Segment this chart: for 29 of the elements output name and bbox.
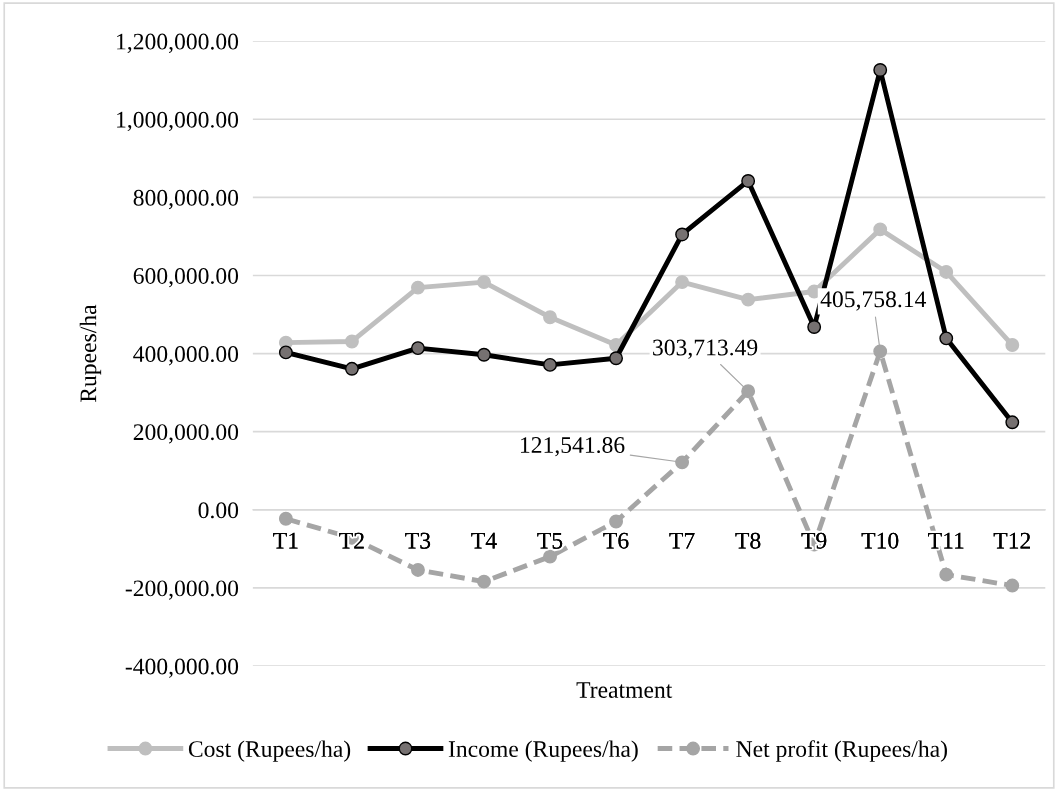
y-tick-label: 1,200,000.00 — [117, 33, 239, 53]
x-tick-label: T8 — [735, 532, 761, 549]
legend-label: Income (Rupees/ha) — [448, 740, 638, 762]
x-tick-label: T11 — [928, 532, 964, 549]
y-tick-label: 1,000,000.00 — [117, 111, 239, 132]
data-label: 121,541.86 — [520, 437, 625, 457]
x-tick-label: T9 — [801, 532, 827, 549]
x-tick-label: T1 — [273, 532, 298, 549]
y-tick-label: 0.00 — [198, 502, 239, 519]
y-tick-label: 800,000.00 — [133, 189, 239, 210]
x-axis-title: Treatment — [576, 682, 673, 698]
legend-label: Net profit (Rupees/ha) — [736, 740, 947, 762]
y-axis-title: Rupees/ha — [79, 304, 102, 403]
x-tick-label: T6 — [603, 532, 629, 549]
x-tick-label: T5 — [537, 532, 563, 549]
data-label: 303,713.49 — [653, 339, 758, 359]
y-tick-label: 400,000.00 — [133, 346, 239, 366]
x-tick-label: T10 — [861, 532, 899, 549]
x-tick-label: T2 — [339, 532, 364, 549]
x-tick-label: T12 — [993, 532, 1030, 549]
y-tick-label: 600,000.00 — [133, 267, 239, 288]
legend-label: Cost (Rupees/ha) — [188, 740, 351, 762]
data-label: 405,758.14 — [820, 291, 927, 311]
x-tick-label: T7 — [669, 532, 695, 549]
y-tick-label: -200,000.00 — [125, 580, 239, 600]
y-tick-label: 200,000.00 — [133, 424, 239, 444]
x-tick-label: T4 — [471, 532, 497, 549]
x-tick-label: T3 — [405, 532, 431, 549]
y-tick-label: -400,000.00 — [125, 658, 239, 678]
